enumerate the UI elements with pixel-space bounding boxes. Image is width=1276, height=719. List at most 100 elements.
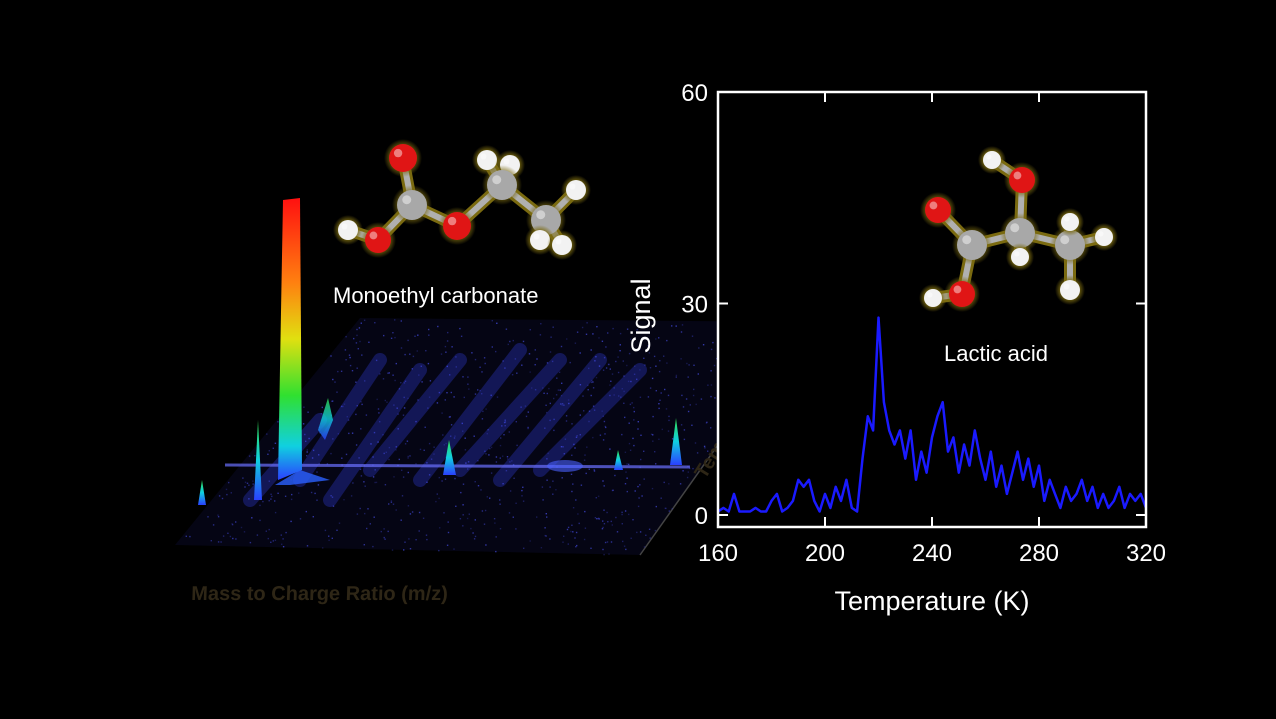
noise-dot xyxy=(324,529,327,532)
noise-dot xyxy=(590,547,592,549)
noise-dot xyxy=(595,497,597,499)
noise-dot xyxy=(653,355,656,358)
noise-dot xyxy=(647,345,649,347)
noise-dot xyxy=(508,431,510,433)
noise-dot xyxy=(603,509,605,511)
noise-dot xyxy=(571,524,573,526)
noise-dot xyxy=(423,449,425,451)
noise-dot xyxy=(522,340,525,343)
noise-dot xyxy=(521,495,523,497)
noise-dot xyxy=(658,438,660,440)
noise-dot xyxy=(227,532,229,534)
noise-dot xyxy=(268,528,270,531)
noise-dot xyxy=(549,538,551,540)
noise-dot xyxy=(356,367,358,369)
noise-dot xyxy=(649,387,652,389)
noise-dot xyxy=(692,394,695,397)
noise-dot xyxy=(668,419,670,422)
noise-dot xyxy=(185,535,187,537)
y-axis-title: Signal xyxy=(626,278,656,353)
noise-dot xyxy=(504,419,506,421)
noise-dot xyxy=(490,394,492,396)
noise-dot xyxy=(566,528,569,531)
noise-dot xyxy=(590,381,593,384)
atom-highlight xyxy=(1060,235,1070,245)
noise-dot xyxy=(450,435,452,437)
noise-dot xyxy=(651,377,654,380)
noise-dot xyxy=(384,484,387,486)
atom-highlight xyxy=(1098,231,1104,237)
noise-dot xyxy=(638,348,641,350)
noise-dot xyxy=(496,322,498,324)
noise-dot xyxy=(303,406,305,408)
noise-dot xyxy=(611,524,613,526)
noise-dot xyxy=(377,408,380,410)
noise-dot xyxy=(549,419,551,422)
noise-dot xyxy=(485,408,487,410)
noise-dot xyxy=(328,539,330,541)
noise-dot xyxy=(425,534,428,536)
noise-dot xyxy=(609,394,611,397)
noise-dot xyxy=(446,392,448,394)
noise-dot xyxy=(647,396,650,398)
noise-dot xyxy=(509,461,511,463)
noise-dot xyxy=(636,378,638,380)
noise-dot xyxy=(428,396,431,398)
noise-dot xyxy=(502,483,504,485)
noise-dot xyxy=(616,531,619,533)
noise-dot xyxy=(291,493,293,496)
noise-dot xyxy=(529,540,531,542)
noise-dot xyxy=(507,458,509,460)
noise-dot xyxy=(648,528,651,530)
noise-dot xyxy=(593,469,595,471)
noise-dot xyxy=(579,384,582,386)
noise-dot xyxy=(561,382,563,384)
x-tick-label: 280 xyxy=(1019,540,1059,567)
noise-dot xyxy=(509,340,511,343)
noise-dot xyxy=(707,384,709,386)
noise-dot xyxy=(447,521,449,523)
noise-dot xyxy=(602,369,605,371)
noise-dot xyxy=(579,414,581,416)
noise-dot xyxy=(404,443,407,445)
noise-dot xyxy=(528,353,531,355)
noise-dot xyxy=(621,523,623,525)
noise-dot xyxy=(491,320,493,322)
noise-dot xyxy=(586,446,588,448)
noise-dot xyxy=(414,335,416,337)
noise-dot xyxy=(360,322,362,324)
noise-dot xyxy=(477,389,479,391)
noise-dot xyxy=(359,507,361,510)
noise-dot xyxy=(700,398,703,400)
noise-dot xyxy=(244,481,247,483)
noise-dot xyxy=(436,402,439,404)
noise-dot xyxy=(639,484,641,486)
noise-dot xyxy=(594,360,596,362)
noise-dot xyxy=(624,416,626,419)
tpd-line-chart: Lactic acid 160 200 240 280 320 0 30 60 Temper… xyxy=(626,80,1166,616)
noise-dot xyxy=(618,395,620,397)
noise-dot xyxy=(357,348,359,350)
noise-dot xyxy=(262,500,264,503)
noise-dot xyxy=(643,478,645,480)
noise-dot xyxy=(620,396,622,398)
noise-dot xyxy=(577,513,579,515)
noise-dot xyxy=(467,376,469,378)
noise-dot xyxy=(540,323,542,325)
noise-dot xyxy=(314,492,316,495)
noise-dot xyxy=(332,438,334,440)
noise-dot xyxy=(409,548,412,550)
noise-dot xyxy=(249,541,252,544)
noise-dot xyxy=(462,483,465,485)
noise-dot xyxy=(471,352,473,354)
noise-dot xyxy=(546,392,548,395)
noise-dot xyxy=(272,540,274,542)
noise-dot xyxy=(453,396,455,398)
noise-dot xyxy=(495,350,497,353)
noise-dot xyxy=(609,448,611,450)
noise-dot xyxy=(626,463,628,465)
noise-dot xyxy=(579,434,581,436)
noise-dot xyxy=(565,420,568,422)
noise-dot xyxy=(693,364,695,366)
noise-dot xyxy=(506,456,509,458)
